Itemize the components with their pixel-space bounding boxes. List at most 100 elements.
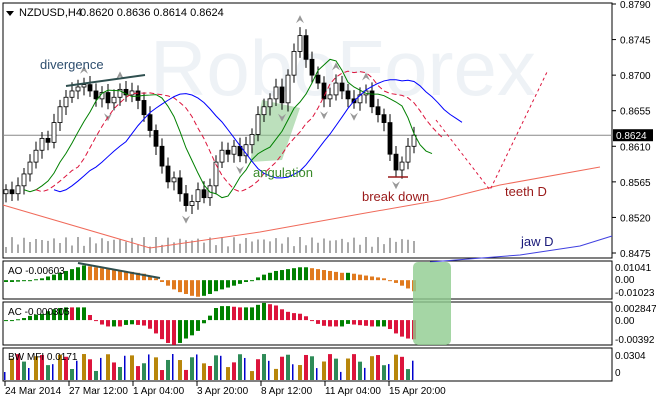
- mfi-bar: [58, 354, 62, 380]
- candle-body: [81, 84, 87, 88]
- ac-bar: [190, 320, 194, 336]
- ac-bar: [262, 302, 266, 321]
- teeth-line: [35, 70, 445, 193]
- ao-bar: [16, 280, 20, 282]
- mfi-bar: [130, 355, 134, 380]
- mfi-bar: [346, 358, 350, 380]
- ac-bar: [310, 320, 314, 322]
- candle-body: [267, 98, 273, 108]
- ac-bar: [286, 311, 290, 321]
- mfi-bar: [118, 366, 122, 380]
- mfi-bar: [238, 354, 242, 380]
- ac-bar: [400, 320, 404, 337]
- x-tick-label: 1 Apr 04:00: [133, 386, 185, 397]
- candle-body: [399, 161, 405, 171]
- ao-divergence-line: [77, 262, 161, 279]
- ac-bar: [178, 320, 182, 343]
- ac-bar: [322, 320, 326, 326]
- ac-bar: [4, 320, 8, 322]
- ac-bar: [358, 320, 362, 326]
- ac-bar: [76, 307, 80, 321]
- mfi-bar: [166, 359, 170, 380]
- mfi-bar: [82, 354, 86, 380]
- indicator-tick-label: 0.00: [615, 275, 635, 286]
- candle-body: [15, 185, 21, 195]
- candle-body: [189, 201, 195, 206]
- mfi-bar: [352, 354, 356, 380]
- ao-bar: [388, 280, 392, 282]
- mfi-bar: [310, 356, 314, 380]
- ao-bar: [280, 270, 284, 281]
- candle-body: [255, 114, 261, 135]
- ac-bar: [268, 304, 272, 321]
- candle-body: [105, 92, 111, 104]
- ao-bar: [10, 280, 14, 283]
- teeth-d-line: [2, 166, 601, 249]
- ac-bar: [184, 320, 188, 339]
- mfi-bar: [292, 364, 294, 380]
- mfi-bar: [196, 354, 198, 380]
- ac-bar: [16, 319, 20, 321]
- ac-bar: [88, 315, 92, 321]
- candle-body: [123, 88, 129, 96]
- ao-bar: [106, 269, 110, 281]
- candle-body: [159, 145, 165, 167]
- last-price-label: 0.8624: [616, 131, 647, 142]
- ao-bar: [136, 272, 140, 281]
- ao-bar: [268, 272, 272, 281]
- candle-body: [333, 82, 339, 96]
- fractal-up-icon: [296, 15, 304, 24]
- ao-bar: [376, 277, 380, 281]
- ac-bar: [352, 320, 356, 325]
- ao-bar: [370, 276, 374, 281]
- ao-bar: [52, 274, 56, 281]
- mfi-bar: [22, 361, 26, 380]
- ac-bar: [328, 320, 332, 327]
- candle-body: [213, 161, 219, 187]
- mfi-bar: [364, 367, 366, 380]
- candle-body: [345, 90, 351, 100]
- ac-bar: [64, 307, 68, 321]
- fractal-down-icon: [278, 113, 286, 122]
- ao-bar: [286, 269, 290, 281]
- mfi-bar: [184, 369, 188, 380]
- ao-bar: [316, 269, 320, 281]
- x-tick-label: 3 Apr 20:00: [197, 386, 249, 397]
- ao-bar: [40, 278, 44, 281]
- mfi-bar: [334, 358, 338, 380]
- mfi-bar: [202, 363, 206, 380]
- ao-bar: [190, 280, 194, 296]
- mfi-bar: [94, 370, 98, 380]
- ac-bar: [376, 320, 380, 327]
- ao-bar: [214, 280, 218, 292]
- candle-body: [165, 165, 171, 183]
- x-tick-label: 24 Mar 2014: [5, 386, 62, 397]
- ac-bar: [316, 320, 320, 324]
- annotation-divergence: divergence: [40, 57, 104, 72]
- ao-bar: [58, 272, 62, 281]
- mfi-bar: [406, 369, 410, 380]
- candle-body: [279, 86, 285, 104]
- candle-body: [195, 189, 201, 203]
- mfi-bar: [316, 368, 318, 380]
- mfi-bar: [268, 360, 270, 380]
- ao-bar: [124, 271, 128, 281]
- ao-bar: [148, 275, 152, 281]
- dropdown-triangle-icon[interactable]: [6, 11, 14, 16]
- candle-body: [375, 106, 381, 116]
- angulation-area: [250, 100, 300, 162]
- mfi-bar: [70, 369, 74, 380]
- mfi-bar: [106, 354, 110, 380]
- ao-bar: [4, 280, 8, 283]
- candle-body: [147, 114, 153, 131]
- mfi-bar: [298, 365, 302, 380]
- ac-bar: [250, 307, 254, 321]
- mfi-bar: [262, 354, 266, 380]
- ao-bar: [232, 280, 236, 286]
- mfi-bar: [220, 355, 222, 380]
- candle-body: [303, 35, 309, 60]
- mfi-bar: [214, 355, 218, 380]
- ao-bar: [226, 280, 230, 288]
- ao-bar: [160, 280, 164, 283]
